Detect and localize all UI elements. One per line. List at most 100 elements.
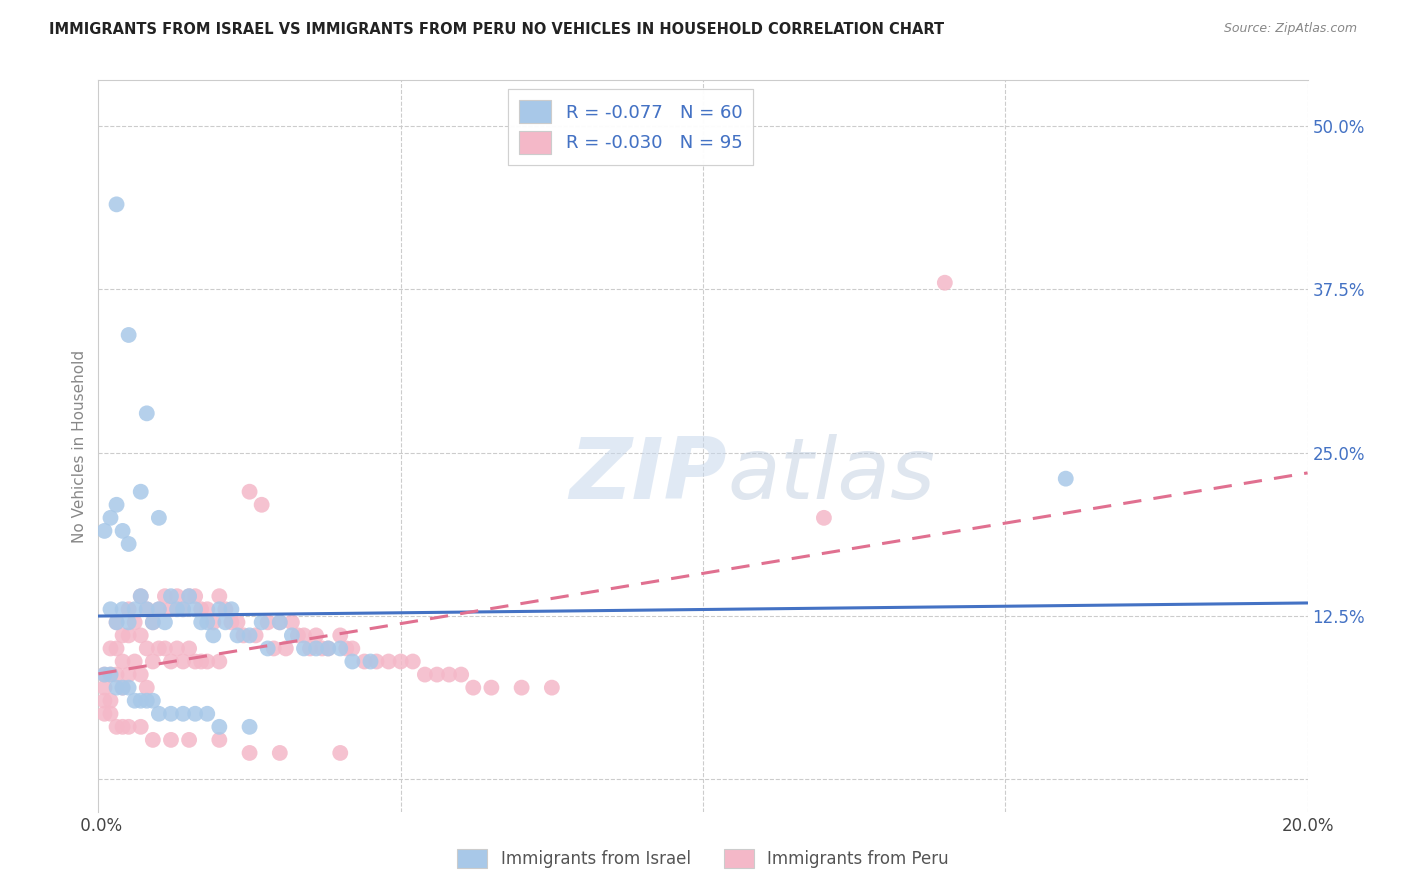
Point (813, 511, 835, 525)
Point (413, 667, 436, 681)
Point (184, 706, 207, 721)
Point (105, 498, 128, 512)
Point (166, 589, 188, 603)
Point (153, 641, 176, 656)
Point (160, 706, 183, 721)
Point (93, 681, 115, 695)
Point (239, 628, 262, 642)
Point (190, 615, 212, 630)
Point (184, 655, 207, 669)
Point (250, 498, 273, 512)
Point (111, 628, 134, 642)
Point (208, 732, 231, 747)
Point (287, 628, 309, 642)
Point (124, 655, 146, 669)
Point (135, 694, 157, 708)
Point (292, 628, 315, 642)
Point (269, 746, 291, 760)
Point (148, 602, 170, 616)
Point (208, 720, 231, 734)
Text: IMMIGRANTS FROM ISRAEL VS IMMIGRANTS FROM PERU NO VEHICLES IN HOUSEHOLD CORRELAT: IMMIGRANTS FROM ISRAEL VS IMMIGRANTS FRO… (49, 22, 945, 37)
Point (105, 197, 128, 211)
Point (269, 615, 291, 630)
Point (111, 720, 134, 734)
Point (202, 628, 225, 642)
Point (142, 615, 165, 630)
Point (111, 681, 134, 695)
Point (256, 641, 278, 656)
Point (160, 602, 183, 616)
Point (245, 628, 267, 642)
Point (105, 720, 128, 734)
Point (221, 615, 243, 630)
Point (353, 655, 375, 669)
Point (100, 511, 122, 525)
Point (195, 706, 218, 721)
Point (142, 732, 165, 747)
Point (179, 589, 201, 603)
Point (129, 589, 152, 603)
Point (366, 655, 388, 669)
Point (481, 681, 503, 695)
Point (105, 667, 128, 681)
Point (292, 641, 315, 656)
Point (202, 615, 225, 630)
Point (316, 641, 339, 656)
Point (172, 655, 194, 669)
Point (450, 667, 472, 681)
Point (208, 655, 231, 669)
Point (105, 641, 128, 656)
Point (342, 641, 364, 656)
Point (100, 667, 122, 681)
Point (190, 655, 212, 669)
Point (305, 628, 328, 642)
Point (111, 681, 134, 695)
Point (329, 746, 352, 760)
Point (281, 628, 304, 642)
Point (100, 602, 122, 616)
Point (360, 655, 382, 669)
Point (214, 615, 236, 630)
Point (118, 328, 141, 343)
Point (232, 628, 254, 642)
Point (153, 615, 176, 630)
Point (148, 706, 170, 721)
Point (208, 602, 231, 616)
Point (148, 602, 170, 616)
Text: Source: ZipAtlas.com: Source: ZipAtlas.com (1223, 22, 1357, 36)
Point (402, 655, 425, 669)
Point (129, 484, 152, 499)
Point (124, 615, 146, 630)
Point (100, 694, 122, 708)
Point (100, 706, 122, 721)
Text: ZIP: ZIP (569, 434, 727, 516)
Point (342, 655, 364, 669)
Point (510, 681, 533, 695)
Point (269, 615, 291, 630)
Point (335, 641, 357, 656)
Point (160, 655, 183, 669)
Point (179, 732, 201, 747)
Point (389, 655, 412, 669)
Point (118, 681, 141, 695)
Point (153, 589, 176, 603)
Point (148, 511, 170, 525)
Point (160, 589, 183, 603)
Point (250, 615, 273, 630)
Point (118, 602, 141, 616)
Point (195, 615, 218, 630)
Point (179, 641, 201, 656)
Point (148, 641, 170, 656)
Point (124, 602, 146, 616)
Point (129, 667, 152, 681)
Point (166, 602, 188, 616)
Point (135, 681, 157, 695)
Point (111, 602, 134, 616)
Point (129, 628, 152, 642)
Point (311, 641, 333, 656)
Point (118, 537, 141, 551)
Point (135, 602, 157, 616)
Point (124, 694, 146, 708)
Point (142, 694, 165, 708)
Point (118, 615, 141, 630)
